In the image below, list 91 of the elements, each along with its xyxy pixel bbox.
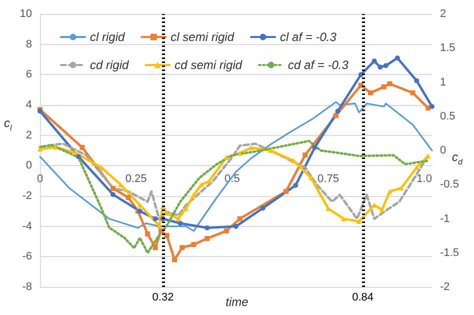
point (387, 188, 392, 194)
x-tick-label: 0.75 (318, 173, 339, 186)
point (206, 178, 212, 184)
point (180, 245, 185, 250)
point (302, 152, 308, 158)
point (283, 188, 288, 194)
legend-label: cl rigid (90, 30, 125, 44)
legend-label: cd af = -0.3 (288, 58, 349, 72)
line-series (38, 140, 430, 254)
point (164, 210, 170, 216)
point (178, 220, 183, 226)
legend-label: cl af = -0.3 (280, 30, 337, 44)
point (410, 90, 416, 96)
y-axis-title: c$_{l}$ (4, 116, 12, 134)
point (335, 108, 340, 114)
y-tick-label: 0 (26, 160, 32, 172)
point (76, 154, 81, 160)
point (372, 58, 377, 64)
point (224, 154, 229, 160)
point (204, 225, 210, 230)
point (158, 228, 164, 234)
point (394, 55, 400, 60)
point (224, 228, 229, 234)
point (381, 84, 386, 90)
y2-tick-label: 0.5 (440, 110, 456, 122)
legend-label: cl semi rigid (170, 30, 234, 44)
point (268, 148, 274, 153)
point (145, 231, 150, 236)
point (378, 64, 383, 70)
x-axis-title: time (226, 295, 249, 309)
point (380, 207, 385, 212)
point (110, 186, 116, 191)
point (368, 90, 374, 96)
point (237, 150, 242, 156)
y2-tick-label: 2 (440, 8, 446, 20)
y-tick-label: 2 (26, 129, 32, 142)
y2-tick-label: -2 (440, 281, 450, 293)
y-tick-label: -4 (22, 220, 32, 232)
point (341, 216, 346, 222)
point (430, 104, 434, 110)
x-tick-label: 1.0 (416, 173, 432, 186)
point (126, 195, 131, 200)
point (52, 144, 58, 150)
y-tick-label: -8 (22, 281, 32, 293)
y-tick-label: 8 (26, 38, 32, 50)
point (176, 216, 181, 222)
ref-line-label: 0.84 (352, 292, 374, 304)
x-tick-label: 0 (36, 173, 44, 186)
point (204, 236, 210, 241)
point (293, 182, 298, 188)
point (387, 81, 392, 86)
point (38, 146, 42, 152)
point (80, 144, 85, 150)
point (152, 216, 158, 222)
line-series (39, 101, 433, 232)
point (234, 224, 238, 229)
ref-line-label: 0.32 (152, 292, 174, 304)
point (308, 175, 314, 180)
y-tick-label: 6 (26, 68, 32, 81)
point (398, 186, 404, 191)
legend-label: cd rigid (90, 58, 130, 72)
point (358, 82, 364, 88)
y2-tick-label: -1 (440, 212, 450, 225)
point (356, 218, 362, 224)
y2-tick-label: 0 (440, 144, 446, 156)
y-tick-label: -2 (22, 190, 32, 202)
point (414, 78, 420, 84)
y2-tick-label: -0.5 (440, 178, 459, 191)
point (260, 206, 266, 211)
y2-tick-label: 1 (440, 76, 446, 88)
point (312, 144, 318, 150)
point (333, 113, 338, 118)
point (191, 192, 196, 198)
point (172, 257, 178, 262)
point (426, 106, 431, 111)
y2-axis-title: c$_{d}$ (452, 150, 462, 168)
point (248, 145, 254, 150)
point (152, 245, 158, 250)
point (72, 150, 78, 156)
point (237, 216, 242, 222)
point (164, 232, 170, 238)
point (191, 242, 196, 248)
x-tick-label: 0.25 (125, 173, 147, 186)
point (383, 63, 388, 68)
point (110, 192, 116, 197)
y2-tick-label: -1.5 (440, 246, 459, 259)
y-tick-label: -6 (22, 250, 32, 263)
y2-tick-label: 1.5 (440, 42, 456, 54)
legend-label: cd semi rigid (174, 58, 242, 72)
y-tick-label: 4 (26, 99, 32, 111)
y-tick-label: 10 (20, 8, 32, 20)
